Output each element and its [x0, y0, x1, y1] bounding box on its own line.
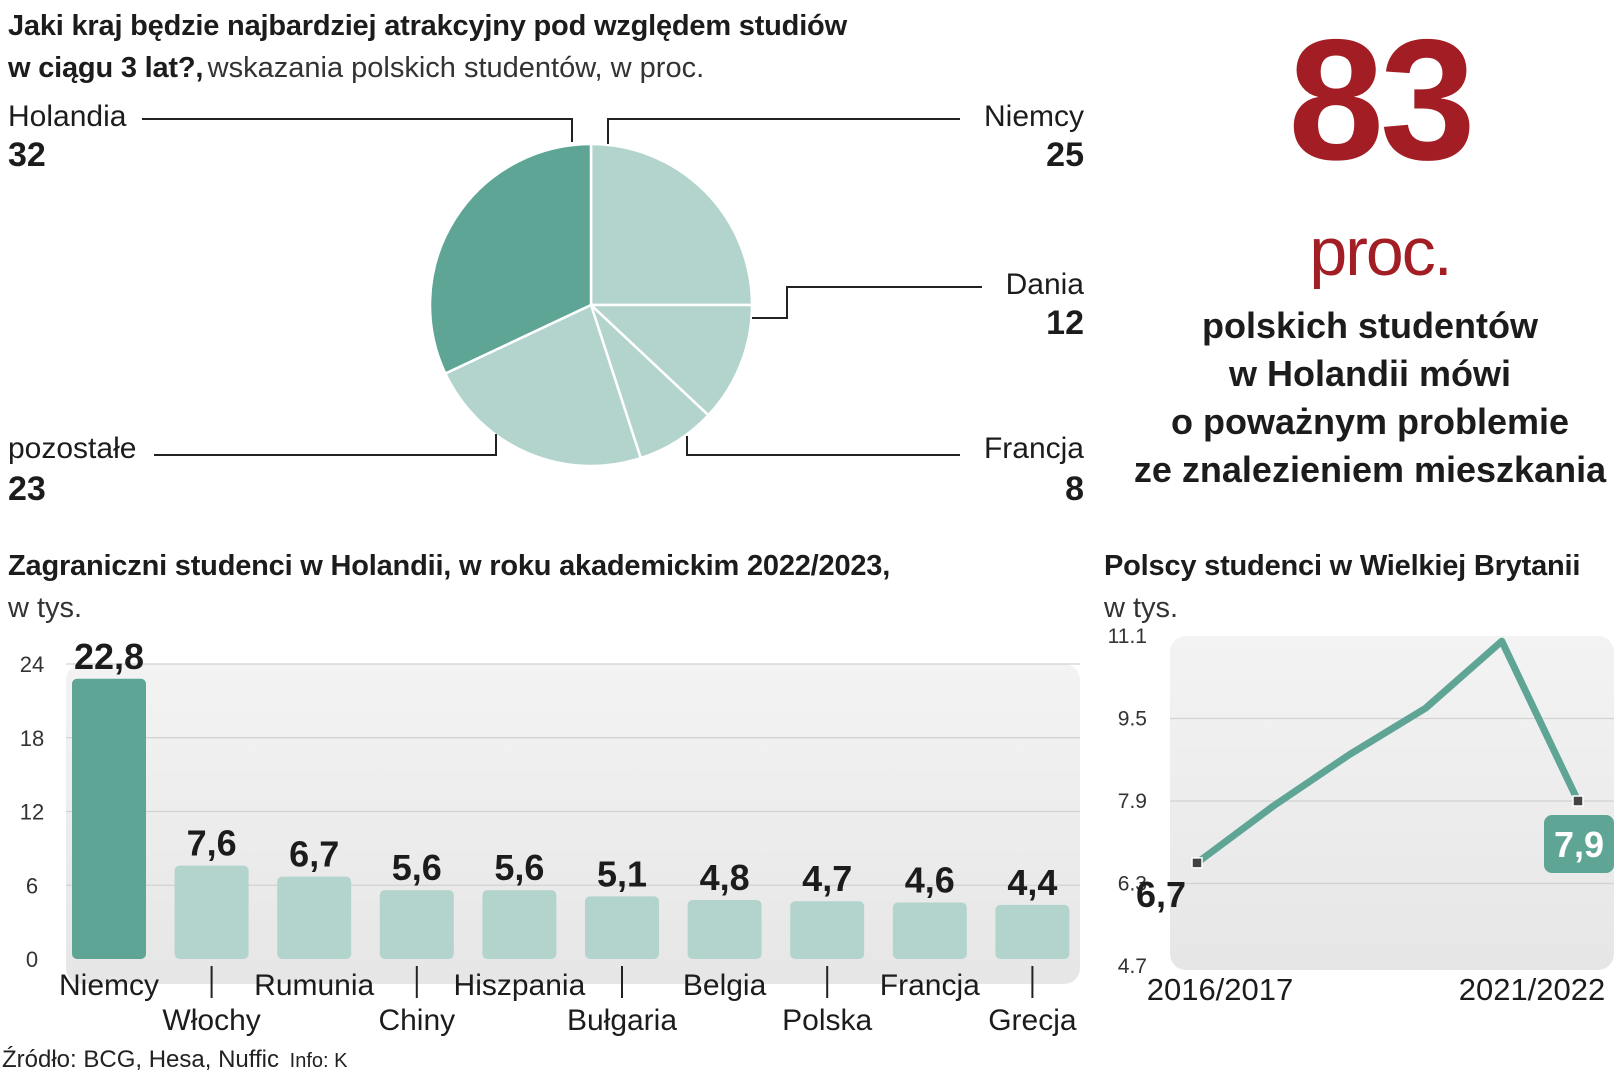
- pie-leader-holandia: [142, 118, 573, 142]
- bar-category-label: Polska: [782, 1004, 872, 1037]
- footer-info: Info: K: [289, 1050, 348, 1072]
- pie-slice-dania: [587, 303, 754, 417]
- bar-category-label: Francja: [880, 969, 980, 1002]
- pie-value-holandia: 32: [8, 136, 46, 174]
- stat-line-1: polskich studentów: [1201, 305, 1539, 346]
- pie-chart: [142, 118, 982, 468]
- bar-value-label: 7,6: [187, 823, 237, 864]
- bar-category-label: Rumunia: [254, 969, 374, 1002]
- bar-title: Zagraniczni studenci w Holandii, w roku …: [8, 550, 891, 582]
- pie-leader-francja: [686, 436, 960, 456]
- pie-slice-niemcy: [589, 142, 754, 307]
- pie-slice-holandia: [428, 142, 593, 376]
- pie-title-row: w ciągu 3 lat?, wskazania polskich stude…: [8, 52, 704, 85]
- pie-value-niemcy: 25: [1046, 136, 1084, 174]
- bar-3: [277, 876, 352, 959]
- bar-ytick-label: 6: [26, 873, 38, 898]
- line-plot-background: [1170, 636, 1614, 970]
- stat-number: 83: [1288, 4, 1475, 196]
- bar-value-label: 4,4: [1007, 862, 1057, 903]
- pie-leader-dania: [752, 286, 982, 319]
- bar-value-label: 4,7: [802, 858, 852, 899]
- pie-label-francja: Francja: [983, 432, 1084, 465]
- bar-value-label: 22,8: [74, 636, 144, 677]
- bar-unit: w tys.: [8, 592, 83, 624]
- bar-category-label: Belgia: [683, 969, 767, 1002]
- line-start-label: 6,7: [1136, 874, 1186, 915]
- stat-description: polskich studentów w Holandii mówi o pow…: [1120, 302, 1620, 494]
- line-end-badge: [1544, 815, 1614, 873]
- bar-1: [72, 678, 146, 959]
- bar-ytick-label: 12: [20, 800, 44, 825]
- pie-label-niemcy: Niemcy: [983, 100, 1084, 133]
- line-title: Polscy studenci w Wielkiej Brytanii: [1104, 550, 1581, 582]
- bar-9: [892, 902, 967, 959]
- pie-value-pozostale: 23: [8, 470, 46, 508]
- pie-subtitle: wskazania polskich studentów, w proc.: [207, 52, 705, 84]
- bar-7: [687, 900, 762, 959]
- bar-category-label: Hiszpania: [454, 969, 586, 1002]
- line-xtick-end: 2021/2022: [1459, 972, 1606, 1007]
- pie-leader-pozostale: [154, 434, 497, 456]
- line-ytick-label: 4.7: [1118, 955, 1147, 978]
- line-chart: 11.1 9.5 7.9 6.3 4.7 6,7 7,9 2016/2017 2021/202…: [1108, 625, 1614, 1007]
- stat-line-2: w Holandii mówi: [1228, 353, 1511, 394]
- line-series: [1193, 637, 1582, 867]
- pie-value-francja: 8: [1065, 470, 1084, 508]
- line-ytick-label: 7.9: [1118, 790, 1147, 813]
- stat-unit: proc.: [1309, 214, 1452, 290]
- bar-value-label: 6,7: [289, 834, 339, 875]
- pie-label-dania: Dania: [1005, 268, 1084, 301]
- bar-category-label: Chiny: [378, 1004, 455, 1037]
- bar-ytick-label: 24: [20, 652, 44, 677]
- bar-5: [482, 890, 557, 959]
- pie-title-line1: Jaki kraj będzie najbardziej atrakcyjny …: [8, 10, 847, 42]
- bar-ytick-label: 0: [26, 947, 38, 972]
- bar-value-label: 5,1: [597, 853, 647, 894]
- line-ytick-label: 6.3: [1118, 873, 1147, 896]
- footer: Źródło: BCG, Hesa, Nuffic Info: K: [2, 1046, 347, 1074]
- pie-label-holandia: Holandia: [8, 100, 127, 133]
- stat-line-4: ze znalezieniem mieszkania: [1133, 449, 1607, 490]
- bar-category-label: Bułgaria: [567, 1004, 677, 1037]
- bar-value-label: 4,8: [700, 857, 750, 898]
- bar-value-label: 5,6: [494, 847, 544, 888]
- stat-line-3: o poważnym problemie: [1170, 401, 1570, 442]
- bar-category-label: Niemcy: [59, 969, 159, 1002]
- pie-title-line2: w ciągu 3 lat?,: [8, 52, 204, 84]
- line-ytick-label: 11.1: [1108, 625, 1147, 648]
- pie-label-pozostale: pozostałe: [8, 432, 137, 465]
- bar-chart: 24 18 12 6 0 22,8 Niemcy 7,6 Włochy 6,7 Rumunia 5,…: [20, 636, 1080, 1037]
- bar-ytick-label: 18: [20, 726, 44, 751]
- bar-value-label: 5,6: [392, 847, 442, 888]
- pie-slice-pozostale: [443, 303, 643, 468]
- bar-6: [585, 896, 659, 959]
- pie-leader-niemcy: [607, 118, 960, 144]
- bar-8: [790, 901, 865, 959]
- bar-category-label: Włochy: [162, 1004, 260, 1037]
- bar-10: [995, 904, 1070, 959]
- bar-category-label: Grecja: [988, 1004, 1077, 1037]
- line-end-label: 7,9: [1554, 824, 1604, 865]
- footer-source: Źródło: BCG, Hesa, Nuffic: [2, 1046, 279, 1073]
- line-end-point: [1572, 795, 1584, 807]
- line-start-point: [1191, 857, 1203, 869]
- pie-value-dania: 12: [1046, 304, 1084, 342]
- line-unit: w tys.: [1104, 592, 1179, 624]
- line-xtick-start: 2016/2017: [1147, 972, 1294, 1007]
- line-ytick-label: 9.5: [1118, 708, 1147, 731]
- bar-value-label: 4,6: [905, 859, 955, 900]
- bar-2: [174, 865, 249, 959]
- bar-4: [379, 890, 454, 959]
